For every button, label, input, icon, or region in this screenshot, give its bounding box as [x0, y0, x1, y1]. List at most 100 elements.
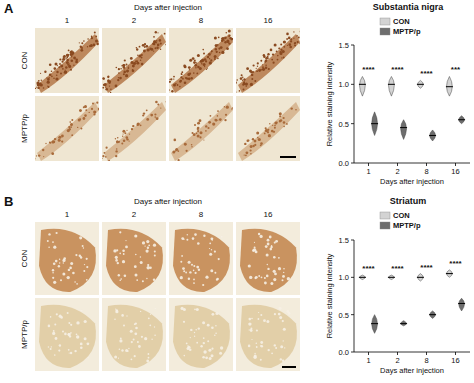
significance-stars: ****	[391, 264, 404, 273]
stained-cell	[95, 39, 98, 42]
fiber-bundle	[195, 329, 197, 331]
fiber-bundle	[115, 256, 118, 259]
stained-cell	[145, 45, 148, 48]
x-tick	[397, 163, 398, 166]
stained-cell	[70, 69, 72, 71]
fiber-bundle	[258, 318, 260, 320]
fiber-bundle	[248, 264, 251, 267]
median-line	[371, 123, 378, 124]
stained-cell	[55, 77, 58, 80]
stained-cell	[54, 138, 56, 140]
stained-cell	[279, 120, 281, 122]
stained-cell	[212, 123, 215, 126]
stained-cell	[218, 48, 220, 50]
stained-cell	[115, 85, 118, 88]
stained-cell	[108, 81, 111, 84]
stained-cell	[66, 54, 69, 57]
fiber-bundle	[274, 344, 276, 346]
stained-cell	[85, 106, 87, 108]
stained-cell	[243, 81, 245, 83]
fiber-bundle	[122, 250, 125, 253]
stained-cell	[69, 121, 71, 123]
stained-cell	[117, 137, 119, 139]
stained-cell	[143, 112, 145, 114]
stained-cell	[286, 33, 289, 36]
fiber-bundle	[69, 353, 70, 354]
stained-cell	[56, 71, 58, 73]
fiber-bundle	[70, 333, 71, 334]
fiber-bundle	[258, 275, 260, 277]
fiber-bundle	[80, 256, 82, 258]
stained-cell	[180, 76, 182, 78]
fiber-bundle	[115, 259, 118, 262]
fiber-bundle	[68, 269, 70, 271]
fiber-bundle	[154, 254, 156, 256]
fiber-bundle	[282, 279, 284, 281]
stained-cell	[123, 66, 125, 68]
day-label: 16	[264, 16, 273, 25]
fiber-bundle	[198, 269, 200, 271]
stained-cell	[202, 49, 204, 51]
stained-cell	[136, 60, 138, 62]
stained-cell	[265, 127, 267, 129]
violin	[389, 76, 395, 96]
fiber-bundle	[128, 348, 129, 349]
fiber-bundle	[80, 310, 81, 311]
stained-cell	[193, 72, 195, 74]
striatum-tissue	[106, 229, 163, 292]
fiber-bundle	[270, 282, 273, 285]
stained-cell	[219, 52, 221, 54]
stained-cell	[133, 62, 136, 65]
stained-cell	[37, 87, 39, 89]
fiber-bundle	[148, 353, 150, 355]
fiber-bundle	[123, 325, 125, 327]
fiber-bundle	[146, 250, 149, 253]
y-tick	[351, 352, 354, 353]
stained-cell	[260, 144, 262, 146]
significance-stars: ***	[451, 65, 461, 74]
fiber-bundle	[209, 242, 211, 244]
stained-cell	[189, 59, 192, 62]
stained-cell	[116, 140, 119, 143]
fiber-bundle	[58, 265, 60, 267]
stained-cell	[126, 130, 127, 131]
violin	[459, 116, 465, 124]
y-tick	[351, 84, 354, 85]
stained-cell	[184, 82, 185, 83]
stained-cell	[242, 84, 244, 86]
stained-cell	[60, 73, 62, 75]
stained-cell	[132, 65, 135, 68]
legend-swatch	[380, 28, 390, 35]
fiber-bundle	[273, 256, 276, 259]
fiber-bundle	[122, 260, 125, 263]
stained-cell	[280, 44, 282, 46]
stained-cell	[225, 114, 227, 116]
fiber-bundle	[87, 282, 88, 283]
stained-cell	[142, 44, 145, 47]
fiber-bundle	[271, 352, 273, 354]
stained-cell	[199, 119, 202, 122]
stained-cell	[59, 63, 61, 65]
stained-cell	[258, 138, 261, 141]
x-axis-label: Days after injection	[380, 177, 444, 186]
fiber-bundle	[180, 276, 183, 279]
fiber-bundle	[116, 258, 117, 259]
fiber-bundle	[188, 261, 191, 264]
fiber-bundle	[125, 240, 126, 241]
x-tick-label: 2	[395, 356, 399, 365]
fiber-bundle	[59, 344, 61, 346]
stained-cell	[262, 68, 265, 71]
stained-cell	[221, 40, 223, 42]
stained-cell	[118, 68, 119, 69]
x-tick	[397, 352, 398, 355]
tissue-band	[37, 34, 99, 93]
fiber-bundle	[55, 337, 58, 340]
stained-cell	[197, 127, 200, 130]
stained-cell	[295, 109, 297, 111]
stained-cell	[118, 72, 120, 74]
stained-cell	[205, 60, 207, 62]
stained-cell	[245, 154, 247, 156]
stained-cell	[208, 53, 211, 56]
stained-cell	[274, 121, 277, 124]
stained-cell	[115, 155, 117, 157]
